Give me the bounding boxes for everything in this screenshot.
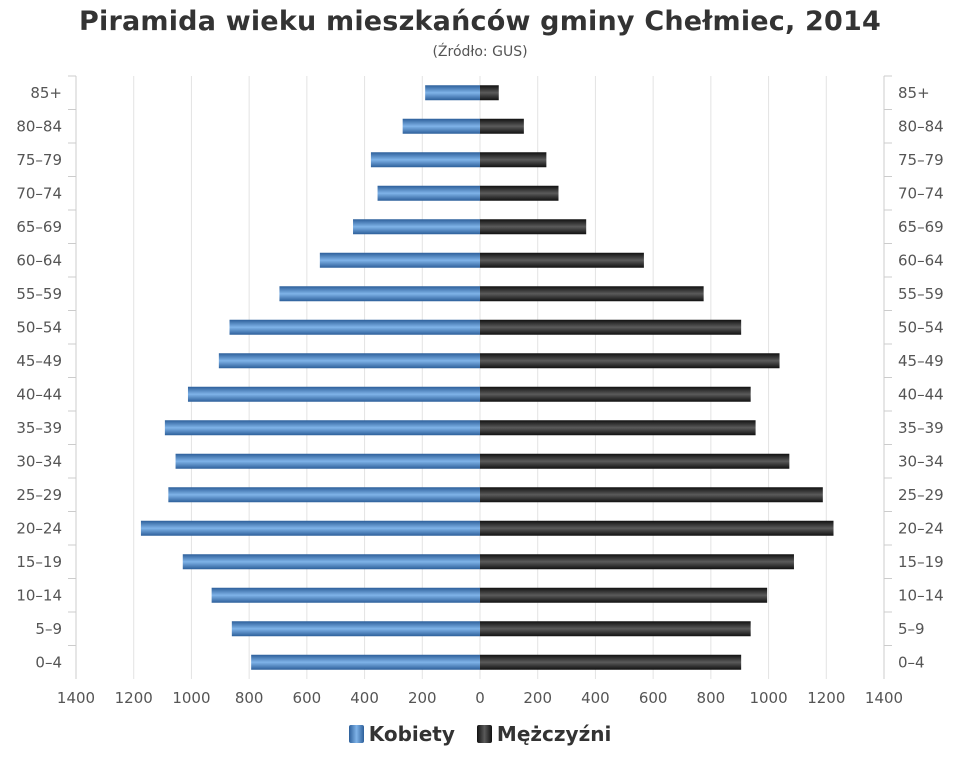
bar-mezczyzni[interactable] <box>480 152 547 168</box>
bar-kobiety[interactable] <box>211 587 480 603</box>
category-label-right: 40–44 <box>898 385 944 403</box>
chart-title: Piramida wieku mieszkańców gminy Chełmie… <box>79 6 881 37</box>
bar-mezczyzni[interactable] <box>480 621 751 637</box>
bar-kobiety[interactable] <box>251 654 480 670</box>
x-tick-label: 1400 <box>865 689 903 707</box>
x-tick-label: 0 <box>475 689 485 707</box>
bar-mezczyzni[interactable] <box>480 252 644 268</box>
legend-label-kobiety: Kobiety <box>368 722 455 746</box>
category-label-right: 50–54 <box>898 318 944 336</box>
legend-label-mezczyzni: Mężczyźni <box>496 722 612 746</box>
bar-mezczyzni[interactable] <box>480 654 742 670</box>
category-label-right: 70–74 <box>898 184 944 202</box>
chart-legend: Kobiety Mężczyźni <box>0 722 960 746</box>
category-label-right: 25–29 <box>898 486 944 504</box>
category-label-left: 15–19 <box>16 553 62 571</box>
category-label-left: 75–79 <box>16 151 62 169</box>
legend-item-kobiety[interactable]: Kobiety <box>348 722 455 746</box>
x-tick-label: 400 <box>350 689 379 707</box>
x-tick-label: 1400 <box>57 689 95 707</box>
category-label-left: 20–24 <box>16 519 62 537</box>
bar-mezczyzni[interactable] <box>480 453 790 469</box>
category-label-left: 10–14 <box>16 586 62 604</box>
bar-kobiety[interactable] <box>218 353 481 369</box>
bar-mezczyzni[interactable] <box>480 118 524 134</box>
category-label-left: 25–29 <box>16 486 62 504</box>
x-tick-label: 1200 <box>115 689 153 707</box>
bar-mezczyzni[interactable] <box>480 319 742 335</box>
x-tick-label: 1200 <box>807 689 845 707</box>
category-label-right: 5–9 <box>898 620 925 638</box>
chart-subtitle: (Źródło: GUS) <box>432 44 528 60</box>
x-tick-label: 800 <box>697 689 726 707</box>
category-label-right: 85+ <box>898 84 930 102</box>
category-label-left: 35–39 <box>16 419 62 437</box>
category-label-right: 45–49 <box>898 352 944 370</box>
bar-mezczyzni[interactable] <box>480 219 587 235</box>
bar-kobiety[interactable] <box>140 520 480 536</box>
category-label-left: 0–4 <box>35 653 62 671</box>
bar-mezczyzni[interactable] <box>480 353 780 369</box>
x-tick-label: 400 <box>581 689 610 707</box>
category-label-left: 85+ <box>30 84 62 102</box>
x-tick-label: 800 <box>235 689 264 707</box>
x-tick-label: 1000 <box>172 689 210 707</box>
bar-mezczyzni[interactable] <box>480 386 751 402</box>
category-label-right: 35–39 <box>898 419 944 437</box>
category-label-right: 80–84 <box>898 117 944 135</box>
category-label-left: 80–84 <box>16 117 62 135</box>
category-label-left: 45–49 <box>16 352 62 370</box>
bar-kobiety[interactable] <box>168 487 481 503</box>
category-label-right: 10–14 <box>898 586 944 604</box>
bar-kobiety[interactable] <box>353 219 480 235</box>
bar-mezczyzni[interactable] <box>480 520 834 536</box>
bar-mezczyzni[interactable] <box>480 85 499 101</box>
bar-kobiety[interactable] <box>370 152 480 168</box>
x-tick-label: 600 <box>293 689 322 707</box>
category-label-left: 65–69 <box>16 218 62 236</box>
bar-mezczyzni[interactable] <box>480 286 704 302</box>
category-label-right: 30–34 <box>898 452 944 470</box>
bar-kobiety[interactable] <box>175 453 481 469</box>
legend-swatch-kobiety <box>348 725 364 743</box>
bar-kobiety[interactable] <box>182 554 480 570</box>
bar-kobiety[interactable] <box>231 621 480 637</box>
legend-swatch-mezczyzni <box>476 725 492 743</box>
x-tick-label: 200 <box>408 689 437 707</box>
bar-kobiety[interactable] <box>377 185 480 201</box>
x-tick-label: 600 <box>639 689 668 707</box>
category-label-right: 0–4 <box>898 653 925 671</box>
category-label-left: 30–34 <box>16 452 62 470</box>
category-label-right: 75–79 <box>898 151 944 169</box>
category-label-left: 50–54 <box>16 318 62 336</box>
x-tick-label: 200 <box>523 689 552 707</box>
bar-mezczyzni[interactable] <box>480 487 823 503</box>
category-label-left: 60–64 <box>16 251 62 269</box>
category-label-right: 55–59 <box>898 285 944 303</box>
category-label-right: 65–69 <box>898 218 944 236</box>
category-label-left: 70–74 <box>16 184 62 202</box>
bar-kobiety[interactable] <box>402 118 480 134</box>
category-label-left: 5–9 <box>35 620 62 638</box>
bar-mezczyzni[interactable] <box>480 587 768 603</box>
category-label-left: 55–59 <box>16 285 62 303</box>
bar-mezczyzni[interactable] <box>480 420 756 436</box>
bar-mezczyzni[interactable] <box>480 185 559 201</box>
bar-kobiety[interactable] <box>187 386 481 402</box>
bar-kobiety[interactable] <box>279 286 480 302</box>
bar-kobiety[interactable] <box>229 319 480 335</box>
category-label-right: 20–24 <box>898 519 944 537</box>
x-tick-label: 1000 <box>749 689 787 707</box>
bar-kobiety[interactable] <box>319 252 480 268</box>
bar-kobiety[interactable] <box>425 85 480 101</box>
category-label-right: 60–64 <box>898 251 944 269</box>
bar-kobiety[interactable] <box>164 420 480 436</box>
category-label-left: 40–44 <box>16 385 62 403</box>
legend-item-mezczyzni[interactable]: Mężczyźni <box>476 722 612 746</box>
category-label-right: 15–19 <box>898 553 944 571</box>
bar-mezczyzni[interactable] <box>480 554 794 570</box>
